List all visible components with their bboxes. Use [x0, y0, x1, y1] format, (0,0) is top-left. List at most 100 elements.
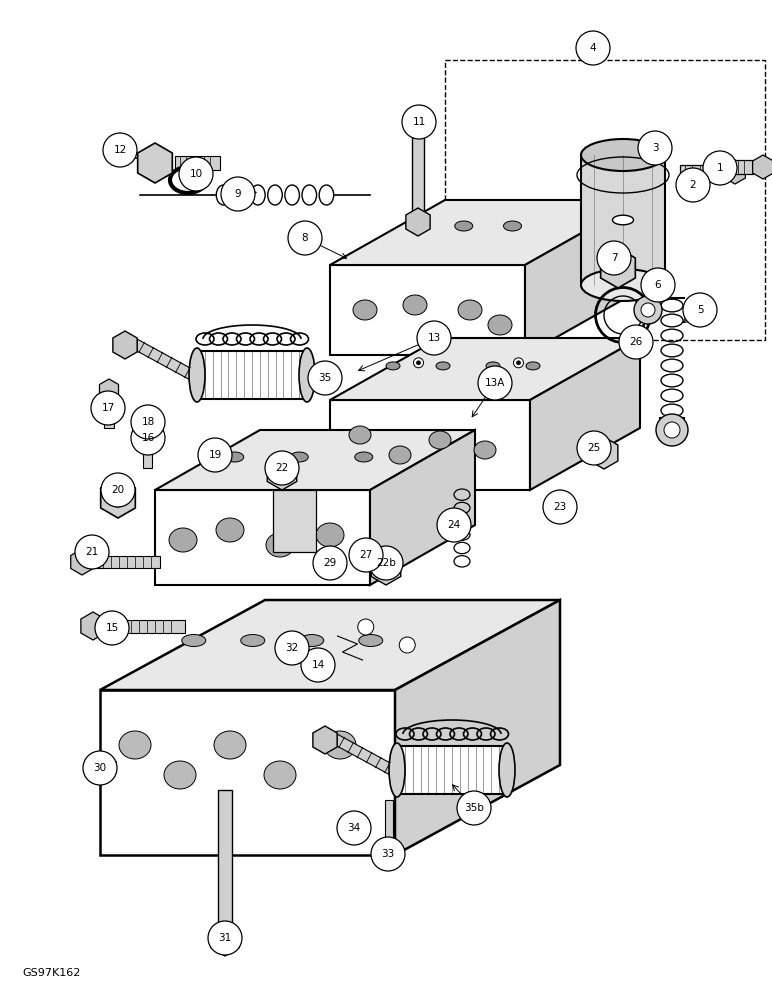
- Circle shape: [664, 422, 680, 438]
- Text: 34: 34: [347, 823, 361, 833]
- Text: 35: 35: [318, 373, 332, 383]
- Circle shape: [221, 177, 255, 211]
- Circle shape: [634, 296, 662, 324]
- Ellipse shape: [358, 546, 378, 560]
- Polygon shape: [175, 156, 220, 170]
- Circle shape: [597, 241, 631, 275]
- Circle shape: [414, 358, 424, 368]
- Circle shape: [371, 837, 405, 871]
- Polygon shape: [370, 430, 475, 585]
- Circle shape: [357, 619, 374, 635]
- Polygon shape: [337, 734, 392, 776]
- Circle shape: [103, 133, 137, 167]
- Circle shape: [282, 640, 302, 660]
- Ellipse shape: [164, 761, 196, 789]
- Polygon shape: [590, 437, 618, 469]
- Text: 29: 29: [323, 558, 337, 568]
- Text: 35b: 35b: [464, 803, 484, 813]
- Polygon shape: [104, 395, 114, 428]
- Polygon shape: [100, 620, 185, 633]
- Polygon shape: [530, 338, 640, 490]
- Ellipse shape: [290, 452, 308, 462]
- Text: 5: 5: [696, 305, 703, 315]
- Circle shape: [131, 405, 165, 439]
- Circle shape: [208, 921, 242, 955]
- Ellipse shape: [181, 635, 206, 647]
- Polygon shape: [100, 379, 119, 401]
- Circle shape: [309, 656, 327, 674]
- Text: 3: 3: [652, 143, 659, 153]
- Text: 13: 13: [428, 333, 441, 343]
- Polygon shape: [113, 331, 137, 359]
- Text: 8: 8: [302, 233, 308, 243]
- Ellipse shape: [119, 731, 151, 759]
- Circle shape: [265, 451, 299, 485]
- Polygon shape: [197, 351, 307, 399]
- Circle shape: [210, 448, 230, 468]
- Text: 11: 11: [412, 117, 425, 127]
- Circle shape: [638, 131, 672, 165]
- Text: 22: 22: [276, 463, 289, 473]
- Circle shape: [656, 414, 688, 446]
- Polygon shape: [715, 160, 753, 174]
- Ellipse shape: [353, 300, 377, 320]
- Polygon shape: [330, 200, 640, 265]
- Circle shape: [179, 157, 213, 191]
- Polygon shape: [581, 155, 665, 285]
- Polygon shape: [100, 478, 135, 518]
- Text: 15: 15: [105, 623, 119, 633]
- Circle shape: [417, 361, 421, 365]
- Text: 18: 18: [141, 417, 154, 427]
- Polygon shape: [143, 432, 152, 468]
- Text: 1: 1: [716, 163, 723, 173]
- Text: 2: 2: [689, 180, 696, 190]
- Circle shape: [379, 561, 393, 575]
- Polygon shape: [406, 208, 430, 236]
- Text: 14: 14: [311, 660, 324, 670]
- Polygon shape: [378, 841, 399, 865]
- Ellipse shape: [436, 362, 450, 370]
- Text: 24: 24: [448, 520, 461, 530]
- Bar: [445, 60, 765, 340]
- Circle shape: [516, 361, 520, 365]
- Polygon shape: [81, 612, 105, 640]
- Circle shape: [576, 31, 610, 65]
- Ellipse shape: [612, 263, 624, 273]
- Ellipse shape: [403, 295, 427, 315]
- Ellipse shape: [359, 635, 383, 647]
- Polygon shape: [680, 165, 725, 179]
- Polygon shape: [88, 556, 160, 568]
- Circle shape: [457, 791, 491, 825]
- Text: 13A: 13A: [485, 378, 505, 388]
- Ellipse shape: [189, 348, 205, 402]
- Text: 12: 12: [113, 145, 127, 155]
- Circle shape: [703, 151, 737, 185]
- Circle shape: [349, 538, 383, 572]
- Polygon shape: [137, 339, 192, 381]
- Ellipse shape: [389, 743, 405, 797]
- Polygon shape: [601, 248, 635, 288]
- Ellipse shape: [316, 523, 344, 547]
- Text: 7: 7: [611, 253, 618, 263]
- Ellipse shape: [300, 635, 323, 647]
- Polygon shape: [395, 600, 560, 855]
- Polygon shape: [137, 143, 172, 183]
- Circle shape: [577, 431, 611, 465]
- Polygon shape: [100, 690, 395, 855]
- Text: 33: 33: [381, 849, 394, 859]
- Ellipse shape: [304, 654, 332, 676]
- Circle shape: [344, 820, 364, 840]
- Polygon shape: [385, 800, 393, 848]
- Text: 20: 20: [111, 485, 124, 495]
- Ellipse shape: [225, 452, 244, 462]
- Polygon shape: [155, 430, 475, 490]
- Text: 9: 9: [235, 189, 242, 199]
- Circle shape: [288, 221, 322, 255]
- Ellipse shape: [389, 446, 411, 464]
- Ellipse shape: [406, 221, 424, 231]
- Circle shape: [683, 293, 717, 327]
- Ellipse shape: [266, 533, 294, 557]
- Circle shape: [543, 490, 577, 524]
- Circle shape: [308, 361, 342, 395]
- Ellipse shape: [216, 518, 244, 542]
